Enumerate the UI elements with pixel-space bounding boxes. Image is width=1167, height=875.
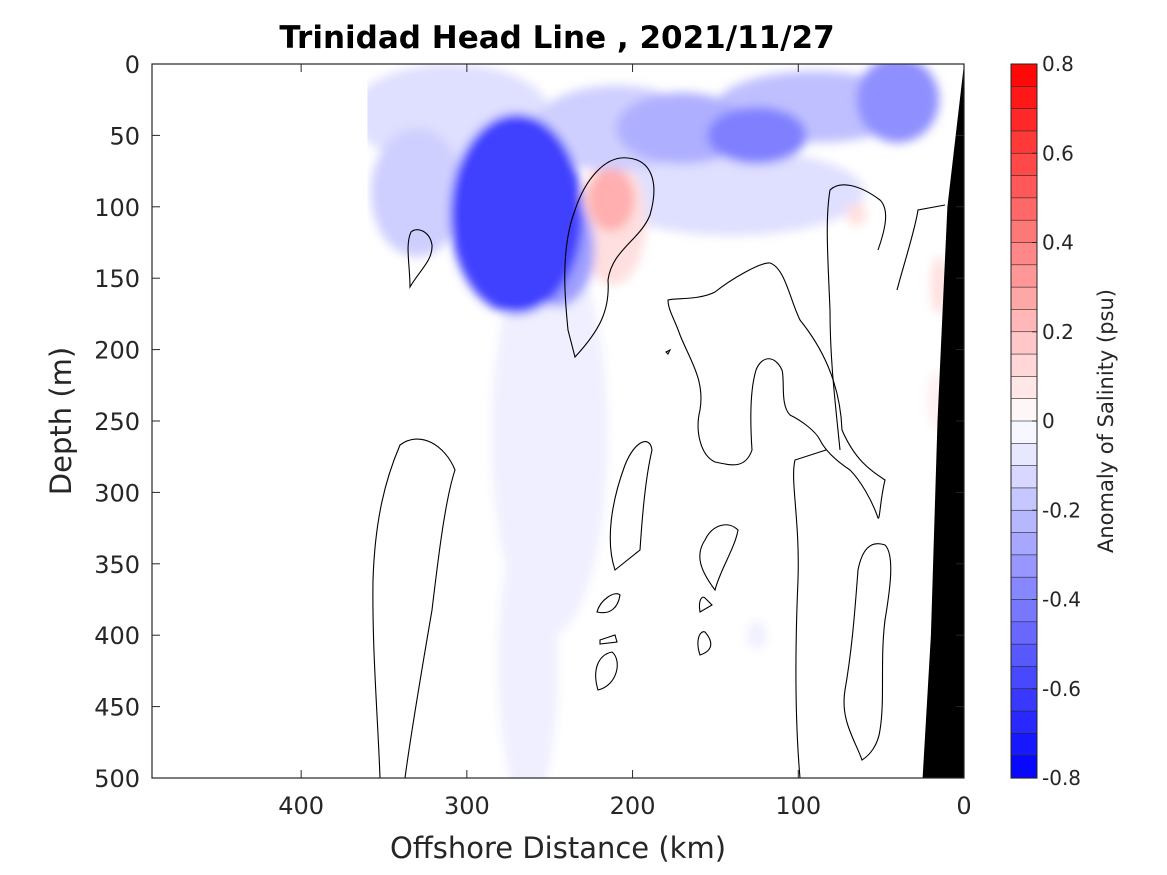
- colorbar-swatch: [1010, 532, 1038, 556]
- zero-contour-line: [609, 441, 653, 571]
- colorbar-tick-label: -0.8: [1042, 766, 1081, 790]
- colorbar-swatch: [1010, 420, 1038, 444]
- negative-anomaly-region: [498, 521, 558, 778]
- colorbar-swatch: [1010, 688, 1038, 712]
- colorbar-tick-label: 0.4: [1042, 231, 1074, 255]
- zero-contour-line: [407, 229, 433, 290]
- negative-anomaly-region: [746, 620, 767, 650]
- y-tick-label: 350: [94, 551, 140, 579]
- negative-anomaly-region: [856, 64, 940, 143]
- zero-contours: [372, 157, 946, 778]
- zero-contour-line: [372, 438, 456, 778]
- negative-anomaly-region: [707, 106, 807, 164]
- zero-contour-line: [564, 157, 655, 359]
- colorbar-swatch: [1010, 108, 1038, 132]
- colorbar-swatch: [1010, 599, 1038, 623]
- x-axis: 400 300 200 100 0: [278, 64, 972, 820]
- negative-anomaly-region: [370, 128, 464, 257]
- colorbar-swatch: [1010, 331, 1038, 355]
- y-tick-label: 0: [125, 51, 140, 79]
- x-tick-label: 400: [278, 792, 324, 820]
- colorbar-swatch: [1010, 666, 1038, 690]
- plot-area: [151, 63, 965, 779]
- colorbar-swatch: [1010, 219, 1038, 244]
- zero-contour-line: [826, 184, 887, 451]
- zero-contour-line: [667, 262, 886, 519]
- zero-contour-line: [793, 449, 827, 778]
- y-axis-label: Depth (m): [44, 347, 78, 495]
- colorbar-tick-label: 0: [1042, 409, 1055, 433]
- colorbar-swatch: [1010, 576, 1038, 601]
- y-tick-label: 150: [94, 265, 140, 293]
- y-tick-label: 300: [94, 479, 140, 507]
- colorbar-swatch: [1010, 398, 1038, 422]
- zero-contour-line: [595, 651, 618, 691]
- zero-contour-line: [596, 593, 621, 614]
- colorbar-label: Anomaly of Salinity (psu): [1094, 289, 1118, 553]
- positive-anomaly-region: [846, 202, 867, 226]
- y-tick-label: 250: [94, 408, 140, 436]
- bathymetry-seafloor: [922, 64, 964, 778]
- no-data-region: [152, 64, 368, 778]
- colorbar-swatches: [1010, 63, 1038, 779]
- zero-contour-line: [896, 204, 946, 291]
- anomaly-field: [152, 64, 948, 778]
- colorbar-tick-label: -0.2: [1042, 498, 1081, 522]
- y-tick-label: 450: [94, 694, 140, 722]
- colorbar-swatch: [1010, 175, 1038, 199]
- x-tick-label: 100: [775, 792, 821, 820]
- colorbar-tick-label: 0.8: [1042, 52, 1074, 76]
- colorbar-swatch: [1010, 130, 1038, 154]
- colorbar-swatch: [1010, 733, 1038, 757]
- colorbar-swatch: [1010, 264, 1038, 288]
- colorbar-swatch: [1010, 710, 1038, 734]
- colorbar-swatch: [1010, 643, 1038, 668]
- chart-title: Trinidad Head Line , 2021/11/27: [279, 20, 834, 56]
- zero-contour-line: [599, 634, 618, 645]
- x-tick-label: 0: [956, 792, 971, 820]
- y-tick-label: 400: [94, 622, 140, 650]
- x-axis-label: Offshore Distance (km): [390, 831, 726, 865]
- colorbar-swatch: [1010, 443, 1038, 467]
- colorbar-swatch: [1010, 309, 1038, 333]
- y-tick-label: 100: [94, 194, 140, 222]
- zero-contour-line: [697, 631, 712, 656]
- colorbar-swatch: [1010, 197, 1038, 221]
- colorbar: 0.8 0.6 0.4 0.2 0 -0.2 -0.4 -0.6 -0.8 Anomaly of…: [1010, 52, 1118, 790]
- field-blobs: [350, 64, 948, 778]
- negative-anomaly-region: [599, 149, 865, 236]
- colorbar-swatch: [1010, 286, 1038, 311]
- y-tick-label: 200: [94, 337, 140, 365]
- zero-contour-line: [698, 596, 713, 613]
- colorbar-swatch: [1010, 509, 1038, 534]
- colorbar-swatch: [1010, 755, 1038, 779]
- colorbar-tick-label: 0.6: [1042, 141, 1074, 165]
- y-tick-label: 500: [94, 765, 140, 793]
- colorbar-swatch: [1010, 353, 1038, 377]
- x-tick-label: 200: [610, 792, 656, 820]
- zero-contour-line: [699, 524, 739, 592]
- colorbar-swatch: [1010, 242, 1038, 266]
- colorbar-swatch: [1010, 621, 1038, 645]
- positive-anomaly-region: [587, 168, 635, 232]
- y-axis: 0 50 100 150 200 250 300 350 400 450 500: [94, 51, 964, 793]
- zero-contour-line: [665, 348, 672, 355]
- colorbar-swatch: [1010, 152, 1038, 177]
- colorbar-tick-label: -0.4: [1042, 588, 1081, 612]
- y-tick-label: 50: [109, 122, 140, 150]
- colorbar-swatch: [1010, 554, 1038, 578]
- colorbar-swatch: [1010, 487, 1038, 511]
- colorbar-ticks: 0.8 0.6 0.4 0.2 0 -0.2 -0.4 -0.6 -0.8: [1032, 52, 1081, 790]
- negative-anomaly-region: [450, 113, 583, 314]
- colorbar-swatch: [1010, 376, 1038, 400]
- colorbar-tick-label: 0.2: [1042, 320, 1074, 344]
- colorbar-swatch: [1010, 63, 1038, 87]
- x-tick-label: 300: [444, 792, 490, 820]
- colorbar-tick-label: -0.6: [1042, 677, 1081, 701]
- zero-contour-line: [843, 543, 892, 761]
- colorbar-swatch: [1010, 86, 1038, 110]
- colorbar-swatch: [1010, 465, 1038, 489]
